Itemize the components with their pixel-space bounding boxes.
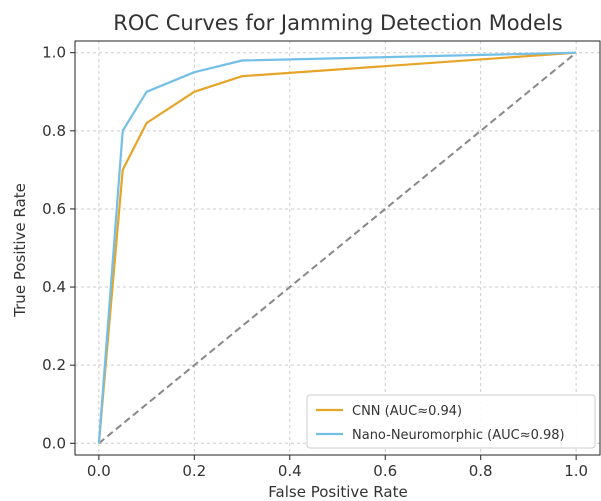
x-axis-label: False Positive Rate bbox=[268, 483, 407, 501]
y-tick-label: 0.8 bbox=[42, 122, 66, 140]
grid bbox=[75, 41, 600, 455]
series-line-0 bbox=[97, 51, 577, 444]
x-tick-label: 0.8 bbox=[469, 462, 493, 480]
x-tick-label: 0.2 bbox=[182, 462, 206, 480]
reference-line-group bbox=[98, 51, 577, 445]
y-tick-label: 0.6 bbox=[42, 200, 66, 218]
x-tick-label: 0.4 bbox=[278, 462, 302, 480]
chart-title: ROC Curves for Jamming Detection Models bbox=[113, 11, 562, 35]
y-tick-label: 1.0 bbox=[42, 44, 66, 62]
legend-label-1: Nano-Neuromorphic (AUC≈0.98) bbox=[352, 428, 565, 443]
y-tick-label: 0.4 bbox=[42, 278, 66, 296]
y-tick-label: 0.0 bbox=[42, 434, 66, 452]
x-axis-ticks: 0.0 0.2 0.4 0.6 0.8 1.0 bbox=[87, 455, 588, 480]
random-classifier-line bbox=[98, 51, 577, 445]
x-tick-label: 0.0 bbox=[87, 462, 111, 480]
y-axis-label: True Positive Rate bbox=[11, 183, 29, 318]
y-axis-ticks: 0.0 0.2 0.4 0.6 0.8 1.0 bbox=[42, 44, 75, 452]
plot-frame bbox=[74, 40, 601, 456]
series-group bbox=[97, 51, 577, 444]
x-tick-label: 0.6 bbox=[373, 462, 397, 480]
legend-label-0: CNN (AUC≈0.94) bbox=[352, 404, 462, 419]
y-tick-label: 0.2 bbox=[42, 356, 66, 374]
legend-box bbox=[306, 394, 596, 449]
series-line-1 bbox=[97, 51, 577, 444]
legend: CNN (AUC≈0.94) Nano-Neuromorphic (AUC≈0.9… bbox=[306, 394, 596, 449]
x-tick-label: 1.0 bbox=[564, 462, 588, 480]
